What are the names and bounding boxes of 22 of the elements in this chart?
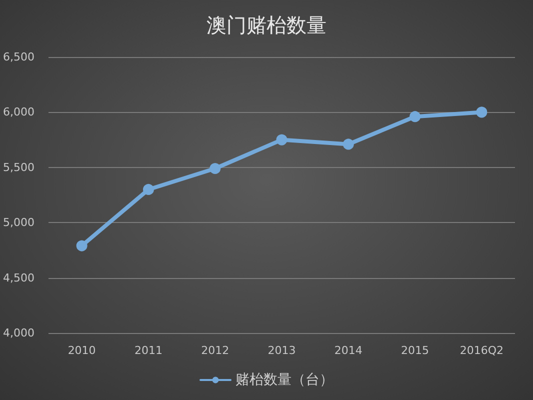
point bbox=[476, 106, 488, 118]
x-tick-label: 2012 bbox=[201, 344, 230, 357]
x-tick-label: 2016Q2 bbox=[460, 344, 504, 357]
y-tick-label: 6,000 bbox=[2, 106, 34, 119]
point bbox=[210, 163, 221, 174]
x-tick-label: 2014 bbox=[334, 344, 362, 357]
x-tick-label: 2015 bbox=[401, 344, 430, 357]
point bbox=[276, 134, 288, 146]
y-tick-label: 4,000 bbox=[2, 326, 34, 340]
y-tick-label: 5,500 bbox=[2, 160, 34, 174]
x-tick-label: 2013 bbox=[268, 344, 296, 357]
x-tick-label: 2011 bbox=[134, 344, 162, 357]
point bbox=[142, 184, 154, 195]
point bbox=[76, 240, 88, 252]
y-tick-label: 5,000 bbox=[2, 216, 34, 230]
y-tick-label: 6,500 bbox=[2, 50, 34, 64]
point bbox=[342, 138, 354, 150]
legend-label: 赌枱数量（台） bbox=[236, 372, 334, 388]
x-tick-label: 2010 bbox=[68, 344, 96, 357]
chart-title: 澳门赌枱数量 bbox=[206, 13, 326, 37]
y-tick-label: 4,500 bbox=[2, 271, 34, 284]
point bbox=[410, 111, 421, 122]
